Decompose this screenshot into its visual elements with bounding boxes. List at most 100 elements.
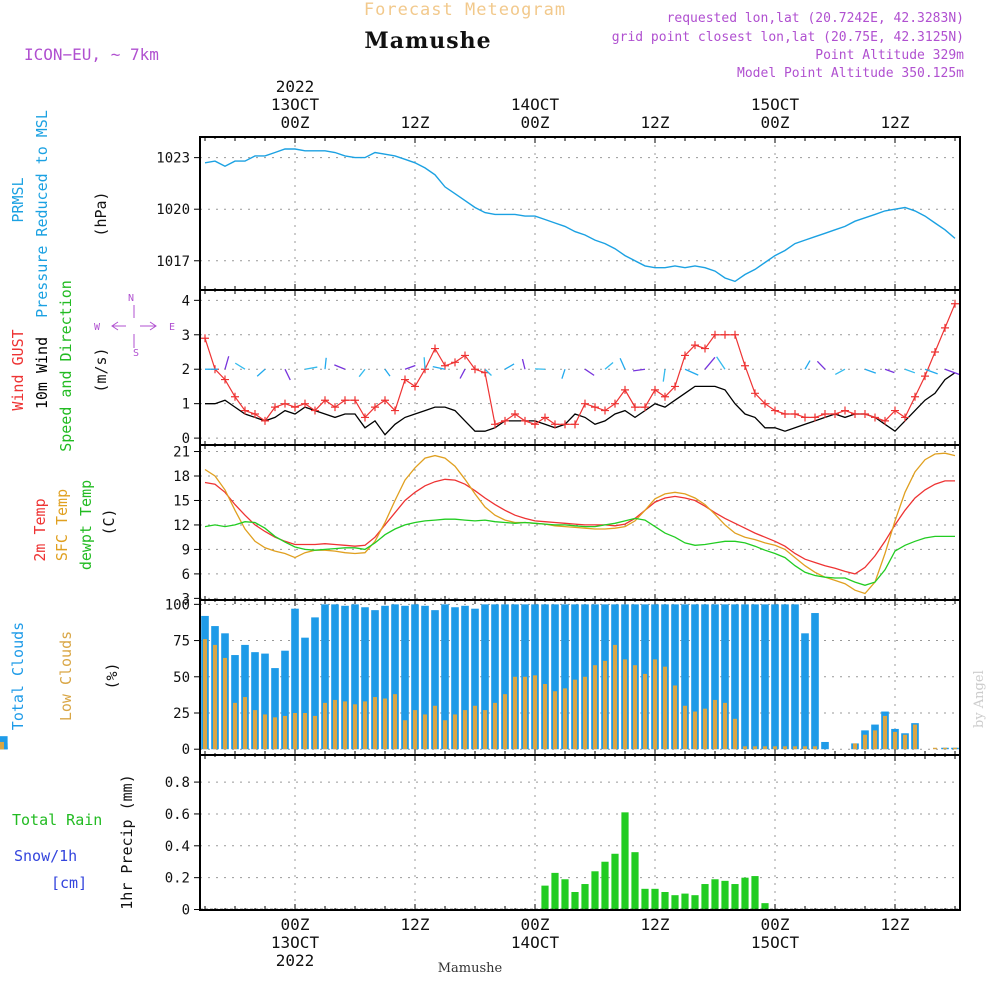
gust-marker (841, 406, 849, 415)
low-cloud-bar (803, 746, 807, 750)
wind-direction-arrow (304, 366, 318, 370)
gust-marker (311, 406, 319, 415)
wind-direction-arrow (334, 364, 346, 370)
rain-bar (611, 853, 619, 910)
location-title: Mamushe (364, 28, 491, 54)
gust-marker (291, 403, 299, 412)
y-tick-label: 75 (173, 634, 190, 650)
y-tick-label: 50 (173, 670, 190, 686)
total-cloud-bar (791, 604, 799, 750)
total-cloud-bar (801, 633, 809, 750)
bottom-time-label: 2022 (276, 951, 315, 970)
gust-label: Wind GUST (9, 329, 27, 410)
panel-frame-temperature (199, 444, 961, 601)
wind-direction-arrow (561, 369, 566, 379)
gust-marker (241, 406, 249, 415)
total-cloud-bar (491, 604, 499, 750)
rain-bar (651, 888, 659, 910)
total-cloud-bar (721, 604, 729, 750)
y-tick-label: 0.4 (165, 839, 190, 855)
total-cloud-bar (521, 604, 529, 750)
panel-frame-pressure (199, 136, 961, 291)
rain-bar (641, 888, 649, 910)
gust-marker (271, 403, 279, 412)
rain-bar (601, 861, 609, 910)
total-cloud-bar (301, 637, 309, 750)
low-cloud-bar (213, 644, 217, 750)
panel-frame-precip (199, 754, 961, 911)
grid-point-coords: grid point closest lon,lat (20.75E, 42.3… (612, 30, 964, 45)
bottom-time-label: 00Z (281, 915, 310, 934)
model-altitude: Model Point Altitude 350.125m (737, 66, 964, 81)
wind-direction-arrow (704, 356, 716, 370)
low-cloud-bar (483, 710, 487, 750)
low-cloud-bar (203, 639, 207, 750)
rain-bar (761, 903, 769, 910)
wind-direction-arrow (716, 356, 726, 370)
wind-gust-line (204, 303, 956, 426)
total-cloud-bar (671, 604, 679, 750)
total-cloud-bar (741, 604, 749, 750)
total-cloud-bar (561, 604, 569, 750)
gust-marker (561, 420, 569, 429)
total-cloud-bar (511, 604, 519, 750)
gust-marker (371, 403, 379, 412)
low-cloud-bar (653, 659, 657, 750)
rain-bar (631, 852, 639, 910)
low-cloud-bar (453, 714, 457, 750)
requested-coords: requested lon,lat (20.7242E, 42.3283N) (667, 11, 964, 26)
rain-bar (661, 891, 669, 910)
gust-marker (641, 403, 649, 412)
y-tick-label: 18 (173, 469, 190, 485)
gust-marker (651, 385, 659, 394)
low-cloud-bar (223, 657, 227, 750)
temp-sfc-line (204, 452, 956, 595)
snow-label: Snow/1h (14, 847, 77, 865)
gust-marker (781, 410, 789, 418)
low-cloud-bar (243, 697, 247, 750)
wind-direction-arrow (521, 358, 526, 370)
wind-direction-arrow (684, 368, 699, 376)
gust-marker (401, 375, 409, 384)
gust-marker (941, 323, 949, 332)
gust-marker (281, 399, 289, 408)
dewpt-label: dewpt Temp (77, 480, 95, 570)
wind-direction-arrow (864, 368, 877, 374)
low-cloud-bar (863, 734, 867, 750)
total-cloud-bar (751, 604, 759, 750)
low-cloud-bar (553, 691, 557, 750)
total-cloud-bar (431, 610, 439, 750)
total-clouds-label: Total Clouds (9, 622, 27, 730)
total-cloud-bar (731, 604, 739, 750)
total-cloud-bar (421, 605, 429, 750)
low-cloud-bar (893, 731, 897, 750)
gust-marker (691, 341, 699, 350)
low-cloud-bar (543, 684, 547, 750)
low-cloud-bar (433, 705, 437, 750)
top-time-label: 12Z (401, 113, 430, 132)
point-altitude: Point Altitude 329m (815, 48, 964, 63)
rain-bar (701, 884, 709, 910)
temp-2m-line (204, 478, 955, 575)
gust-marker (931, 348, 939, 356)
gust-marker (701, 344, 709, 353)
rain-bar (621, 812, 629, 910)
wind-unit: (m/s) (92, 347, 110, 392)
y-tick-label: 1 (182, 397, 190, 413)
rain-bar (711, 879, 719, 910)
total-cloud-bar (361, 607, 369, 750)
low-cloud-bar (643, 673, 647, 750)
temp-label: 2m Temp (31, 498, 49, 561)
wind-direction-arrow (423, 357, 426, 370)
total-cloud-bar (331, 604, 339, 750)
gust-marker (761, 399, 769, 408)
y-tick-label: 0.2 (165, 871, 190, 887)
low-cloud-bar (463, 710, 467, 750)
low-cloud-bar (723, 702, 727, 750)
wind-direction-arrow (804, 360, 811, 370)
pressure-label: PRMSL (9, 177, 27, 222)
rain-bar (691, 895, 699, 910)
low-cloud-bar (533, 675, 537, 750)
wind-direction-label: Speed and Direction (57, 280, 75, 452)
